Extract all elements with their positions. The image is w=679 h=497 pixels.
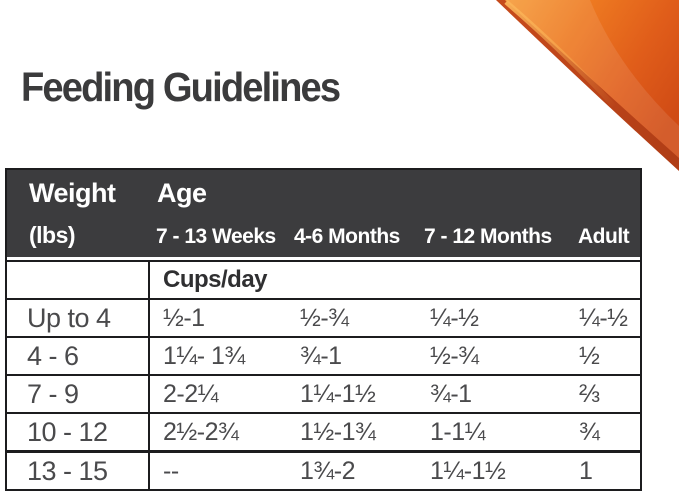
value-cell-adult: ⅔: [579, 379, 600, 408]
table-row: 13 - 15 -- 1¾-2 1¼-1½ 1: [7, 450, 640, 489]
age-label: Age: [157, 178, 207, 208]
table-row: Up to 4 ½-1 ½-¾ ¼-½ ¼-½: [7, 298, 640, 336]
feeding-guidelines-table: Weight (lbs) Age 7 - 13 Weeks 4-6 Months…: [5, 168, 642, 491]
value-cell-7-12-months: ¼-½: [430, 303, 479, 332]
age-col-7-13-weeks: 7 - 13 Weeks: [156, 225, 276, 248]
table-header-row: Weight (lbs) Age 7 - 13 Weeks 4-6 Months…: [7, 170, 640, 257]
value-cell-7-12-months: 1¼-1½: [430, 456, 506, 485]
age-col-7-12-months: 7 - 12 Months: [424, 225, 552, 248]
units-label: Cups/day: [163, 266, 268, 293]
weight-cell: 4 - 6: [7, 338, 150, 374]
value-cell-adult: ½: [579, 341, 600, 370]
weight-cell: 10 - 12: [7, 414, 150, 450]
value-cell-4-6-months: 1¼-1½: [300, 379, 376, 408]
value-cell-adult: ¾: [579, 417, 600, 446]
units-row: Cups/day: [7, 260, 640, 298]
value-cell-7-13-weeks: 1¼- 1¾: [163, 341, 245, 370]
age-col-4-6-months: 4-6 Months: [294, 225, 400, 248]
value-cell-7-13-weeks: 2-2¼: [163, 379, 218, 408]
units-row-spacer: [7, 262, 150, 298]
value-cell-7-13-weeks: --: [163, 456, 179, 485]
table-row: 10 - 12 2½-2¾ 1½-1¾ 1-1¼ ¾: [7, 412, 640, 450]
value-cell-4-6-months: 1½-1¾: [300, 417, 376, 446]
value-cell-7-13-weeks: 2½-2¾: [163, 417, 239, 446]
weight-cell: 7 - 9: [7, 376, 150, 412]
value-cell-adult: ¼-½: [579, 303, 628, 332]
value-cell-4-6-months: ¾-1: [300, 341, 342, 370]
age-subcolumns: 7 - 13 Weeks 4-6 Months 7 - 12 Months Ad…: [150, 225, 640, 249]
weight-cell: 13 - 15: [7, 453, 150, 489]
value-cell-adult: 1: [579, 456, 593, 485]
value-cell-7-12-months: ½-¾: [430, 341, 479, 370]
age-column-header: Age 7 - 13 Weeks 4-6 Months 7 - 12 Month…: [150, 170, 640, 257]
value-cell-7-12-months: 1-1¼: [430, 417, 485, 446]
table-row: 4 - 6 1¼- 1¾ ¾-1 ½-¾ ½: [7, 336, 640, 374]
age-col-adult: Adult: [578, 225, 630, 248]
weight-unit-label: (lbs): [29, 222, 76, 248]
value-cell-7-13-weeks: ½-1: [163, 303, 205, 332]
weight-column-header: Weight (lbs): [7, 170, 150, 257]
value-cell-4-6-months: ½-¾: [300, 303, 349, 332]
weight-cell: Up to 4: [7, 300, 150, 336]
table-row: 7 - 9 2-2¼ 1¼-1½ ¾-1 ⅔: [7, 374, 640, 412]
weight-label: Weight: [29, 178, 116, 208]
page-title: Feeding Guidelines: [21, 64, 341, 110]
value-cell-7-12-months: ¾-1: [430, 379, 472, 408]
value-cell-4-6-months: 1¾-2: [300, 456, 355, 485]
